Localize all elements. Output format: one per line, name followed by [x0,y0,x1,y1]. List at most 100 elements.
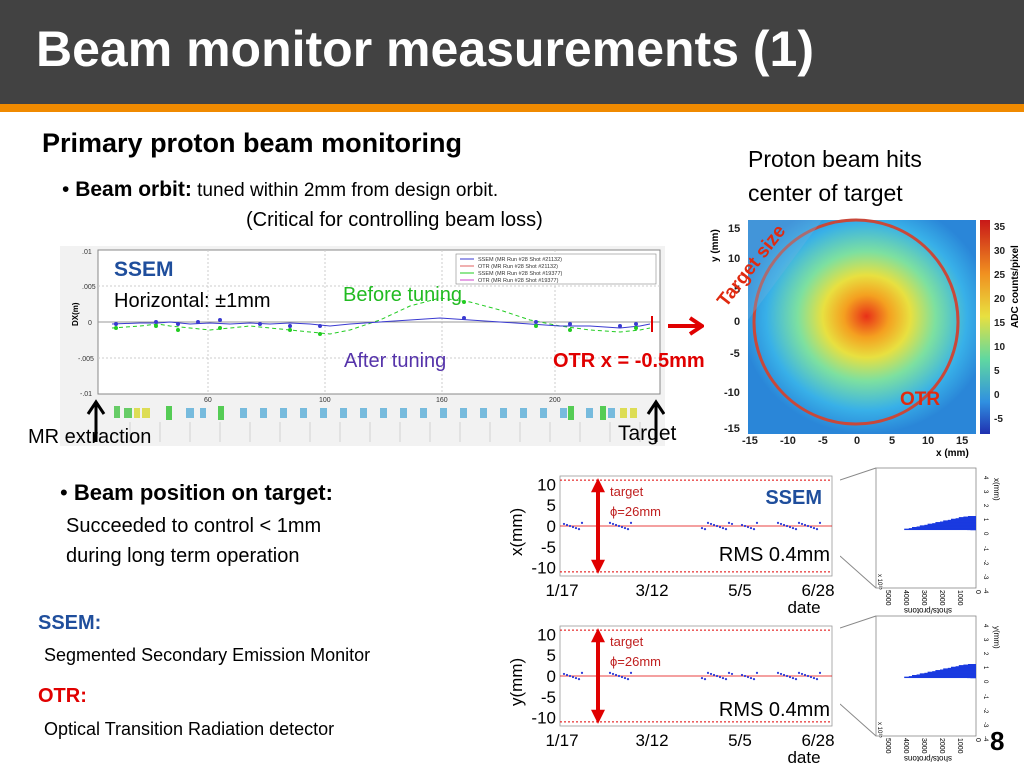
ytick: -15 [724,423,740,435]
data-point [776,671,780,674]
data-point [800,522,804,526]
data-point [623,676,627,680]
data-point [806,524,810,528]
data-point [611,522,615,526]
xtick: -5 [818,435,828,447]
xtick: 100 [319,397,331,404]
ssem-def-label: SSEM: [38,612,102,634]
data-point [718,525,722,529]
data-point [818,671,822,674]
orbit-legend: SSEM (MR Run #28 Shot #21132) OTR (MR Ru… [460,257,563,284]
before-tuning-label: Before tuning [343,284,462,306]
arrow-right-icon [668,316,706,336]
orbit-horizontal-label: Horizontal: ±1mm [114,290,271,312]
ztick: 5 [994,366,1000,377]
orbit-plot: .01 .005 0 -.005 -.01 60 100 160 200 DX(… [60,246,665,446]
orbit-xticks: 60 100 160 200 [204,397,561,404]
data-point [809,675,813,679]
data-point [614,673,618,677]
annotation-rms: RMS 0.4mm [719,544,830,566]
ytick: -.005 [78,356,94,363]
ssem-def-text: Segmented Secondary Emission Monitor [44,645,371,665]
data-point [794,678,798,681]
xtick: -15 [742,435,758,447]
data-point [577,678,581,681]
slide-title: Beam monitor measurements (1) [36,21,815,77]
ztick: -5 [994,414,1003,425]
zoom-line [840,703,877,737]
ytick: -10 [531,559,556,578]
target-label: Target [618,422,677,445]
data-point [730,672,734,676]
hist-tick: -1 [982,546,988,552]
hist-tick: 1 [982,518,988,522]
ytick: -5 [541,538,556,557]
mr-arrow [86,399,106,442]
hist-exponent: x 10¹⁵ [876,574,883,590]
data-point [749,526,753,530]
hist-xtick: 0 [974,738,981,742]
data-point [574,676,578,680]
annotation-rms: RMS 0.4mm [719,699,830,721]
legend-entry: OTR (MR Run #28 Shot #19377) [478,278,559,284]
histogram-bar [904,676,976,679]
ztick: 20 [994,294,1006,305]
hist-tick: 1 [982,666,988,670]
xtick: 6/28 [801,731,834,750]
ztick: 15 [994,318,1006,329]
legend-entry: OTR (MR Run #28 Shot #21132) [478,264,558,270]
data-point [727,521,731,524]
histogram-bar [925,526,976,528]
data-point [746,525,750,529]
ytick: 15 [728,223,740,235]
otr-def-text: Optical Transition Radiation detector [44,719,335,739]
data-point [715,524,719,528]
ytick: -.01 [80,391,92,398]
hits-note-line2: center of target [748,180,903,206]
xtick: 6/28 [801,581,834,600]
hist-tick: -4 [982,588,988,594]
data-point [580,671,584,674]
data-point [706,521,710,524]
ztick: 30 [994,246,1006,257]
otr-def-label: OTR: [38,685,87,707]
data-point [709,672,713,676]
data-point [629,521,633,524]
data-point [568,674,572,678]
hist-tick: 2 [982,504,988,508]
hits-note-line1: Proton beam hits [748,146,922,172]
bullet-beam-position-line1: Succeeded to control < 1mm [66,515,322,537]
annotation-diameter: ϕ=26mm [610,654,661,669]
zoom-line [840,555,877,589]
ztick: 25 [994,270,1006,281]
data-point [700,676,704,680]
hist-xtick: 3000 [920,590,927,606]
hist-xtick: 0 [974,590,981,594]
data-point [806,674,810,678]
data-point [712,523,716,527]
hist-xtick: 2000 [938,738,945,754]
ytick: 5 [547,496,556,515]
data-point [706,671,710,674]
xtick: 1/17 [545,731,578,750]
ytick: 0 [547,517,556,536]
data-point [815,678,819,681]
otr-xlabel: x (mm) [936,448,969,459]
data-point [797,671,801,674]
hist-xlabel: shots/protons [904,606,952,614]
side-histogram-y: 4 3 2 1 0 -1 -2 -3 -4 y(mm) 5000 4000 3000 2000 1000 0 x… [840,615,1000,762]
data-point [724,528,728,531]
orbit-yticks: .01 .005 0 -.005 -.01 [78,249,96,398]
hist-xtick: 5000 [884,738,891,754]
ytick: -10 [724,387,740,399]
data-point [608,671,612,674]
hist-xtick: 4000 [902,738,909,754]
ytick: 5 [734,284,740,296]
ytick: 0 [734,316,740,328]
data-point [715,674,719,678]
zoom-line [840,467,877,481]
data-point [721,676,725,680]
page-number: 8 [990,726,1005,756]
ytick: 10 [537,625,556,644]
